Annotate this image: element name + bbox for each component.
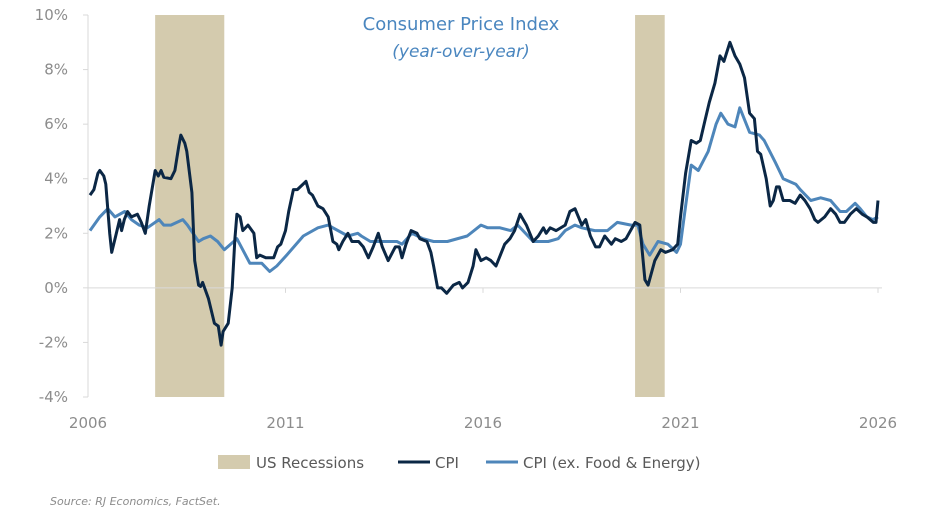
legend-label-core: CPI (ex. Food & Energy) xyxy=(523,454,701,472)
y-tick-label: 10% xyxy=(35,6,68,24)
x-tick-label: 2016 xyxy=(464,414,502,432)
y-tick-label: 0% xyxy=(44,279,68,297)
legend-label-recessions: US Recessions xyxy=(256,454,364,472)
recession-band xyxy=(155,15,225,397)
chart-title: Consumer Price Index xyxy=(363,14,560,35)
x-tick-label: 2026 xyxy=(859,414,897,432)
recession-bands xyxy=(155,15,665,397)
cpi-line xyxy=(88,40,880,347)
legend-swatch-recessions xyxy=(218,455,250,469)
axes: 10% 8% 6% 4% 2% 0% -2% -4%2006 2011 2016 2021 2026 xyxy=(35,6,897,432)
legend: US Recessions CPI CPI (ex. Food & Energy… xyxy=(218,454,701,472)
x-tick-label: 2011 xyxy=(266,414,304,432)
chart-subtitle: (year-over-year) xyxy=(392,42,529,62)
legend-label-cpi: CPI xyxy=(435,454,459,472)
y-tick-label: 2% xyxy=(44,224,68,242)
x-tick-label: 2006 xyxy=(69,414,107,432)
y-tick-label: 6% xyxy=(44,115,68,133)
y-tick-label: -4% xyxy=(39,388,68,406)
y-tick-label: 8% xyxy=(44,61,68,79)
y-tick-label: 4% xyxy=(44,170,68,188)
y-tick-label: -2% xyxy=(39,333,68,351)
recession-band xyxy=(635,15,665,397)
series-lines xyxy=(88,40,880,347)
source-note: Source: RJ Economics, FactSet. xyxy=(50,495,221,508)
x-tick-label: 2021 xyxy=(661,414,699,432)
